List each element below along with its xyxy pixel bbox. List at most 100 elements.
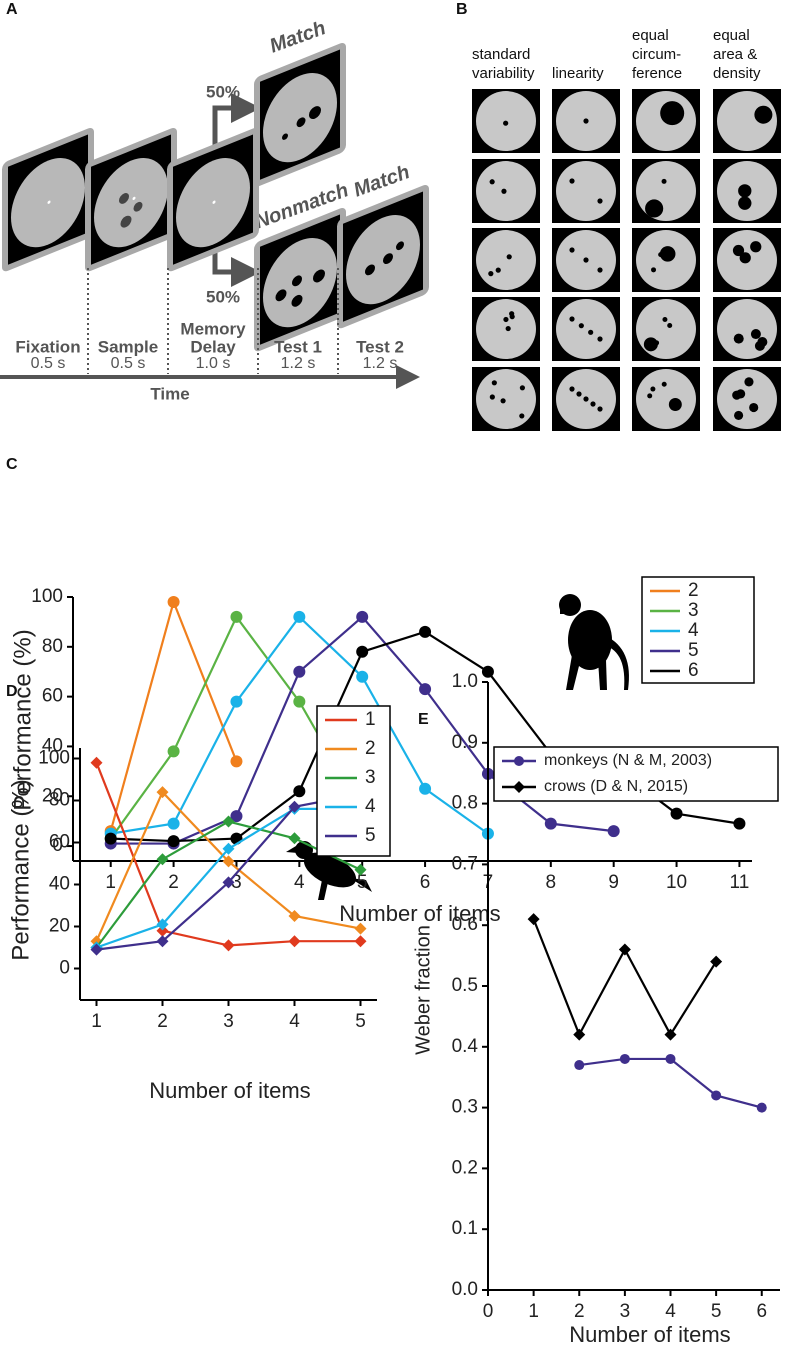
- panel-letter: C: [6, 456, 18, 473]
- circle-marker: [481, 665, 494, 678]
- stimulus-dot: [569, 386, 575, 392]
- legend-label: 5: [365, 825, 376, 846]
- probability: 50%: [206, 82, 240, 101]
- x-tick-label: 4: [289, 1011, 300, 1032]
- panel-b: B standard variability linearity equal circu…: [456, 1, 781, 431]
- stimulus-dot: [569, 178, 575, 184]
- legend-label: 2: [365, 738, 376, 759]
- time-label: Time: [150, 384, 189, 403]
- y-tick-label: 60: [49, 832, 70, 853]
- column-header: area &: [713, 46, 757, 63]
- screen: [2, 127, 94, 272]
- screen-dot: [365, 264, 375, 276]
- stimulus-dot: [645, 199, 664, 218]
- stimulus-disc: [717, 369, 777, 429]
- x-axis-label: Number of items: [569, 1322, 730, 1347]
- x-tick-label: 5: [357, 872, 368, 893]
- panel-letter: A: [6, 1, 18, 18]
- stimulus-dot: [660, 101, 685, 126]
- column-header: equal: [632, 27, 669, 44]
- circle-marker: [293, 665, 306, 678]
- circle-marker: [230, 755, 243, 768]
- stimulus-dot: [739, 252, 751, 264]
- circle-marker: [756, 1102, 767, 1113]
- circle-marker: [293, 785, 306, 798]
- screen-dot: [313, 269, 325, 283]
- circle-marker: [670, 807, 683, 820]
- column-header: ference: [632, 65, 682, 82]
- screen-dot: [132, 196, 136, 201]
- stimulus-dot: [732, 390, 742, 400]
- diamond-marker: [288, 800, 301, 813]
- monkey-silhouette: [559, 594, 630, 690]
- epoch-name: Memory: [180, 319, 246, 338]
- stimulus-dot: [583, 118, 589, 124]
- stimulus-dot: [749, 402, 759, 413]
- x-axis-label: Number of items: [339, 901, 500, 926]
- y-tick-label: 1.0: [452, 671, 478, 692]
- screen-dot: [275, 289, 287, 302]
- y-tick-label: 0: [59, 958, 70, 979]
- stimulus-dot: [732, 244, 745, 257]
- stimulus-dot: [668, 398, 682, 411]
- y-tick-label: 0.4: [452, 1036, 479, 1057]
- x-tick-label: 1: [528, 1301, 539, 1322]
- epoch-name: Test 2: [356, 337, 404, 356]
- circle-marker: [293, 695, 306, 708]
- circle-marker: [356, 670, 369, 683]
- series-line: [579, 1057, 763, 1109]
- series-line: [109, 598, 238, 832]
- column-header: equal: [713, 27, 750, 44]
- stimulus-dot: [661, 178, 667, 184]
- stimulus-dot: [597, 267, 603, 273]
- x-tick-label: 4: [665, 1301, 676, 1322]
- stimulus-dot: [505, 325, 511, 332]
- diamond-marker: [222, 939, 235, 952]
- y-tick-label: 0.9: [452, 732, 478, 753]
- y-tick-label: 0.3: [452, 1097, 478, 1118]
- circle-marker: [607, 825, 620, 838]
- screen-dot: [133, 201, 143, 212]
- column-header: density: [713, 65, 761, 82]
- y-tick-label: 60: [42, 686, 63, 707]
- screen-dot: [47, 200, 51, 204]
- y-tick-label: 0.1: [452, 1218, 478, 1239]
- diamond-marker: [354, 863, 367, 876]
- stimulus-disc: [476, 230, 536, 290]
- epoch-duration: 0.5 s: [111, 355, 146, 372]
- screen: [85, 127, 177, 272]
- legend-label: monkeys (N & M, 2003): [544, 752, 712, 769]
- diamond-marker: [573, 1028, 586, 1041]
- diamond-marker: [288, 832, 301, 845]
- diamond-marker: [513, 781, 525, 793]
- circle-marker: [167, 817, 180, 830]
- diamond-marker: [90, 943, 103, 956]
- stimulus-dot: [662, 316, 668, 322]
- stimulus-dot: [738, 196, 752, 210]
- stimulus-dot: [583, 257, 589, 263]
- diamond-marker: [527, 913, 540, 926]
- diamond-marker: [156, 935, 169, 948]
- stimulus-disc: [556, 161, 616, 221]
- diamond-marker: [90, 756, 103, 769]
- y-axis-label: Performance (%): [7, 779, 34, 960]
- screen-dot: [291, 294, 303, 307]
- y-tick-label: 0: [52, 835, 63, 856]
- y-tick-label: 40: [49, 874, 70, 895]
- stimulus-dot: [754, 105, 773, 124]
- circle-marker: [167, 835, 180, 848]
- stimulus-dot: [597, 406, 603, 412]
- epoch-name: Fixation: [15, 337, 80, 356]
- circle-marker: [419, 625, 432, 638]
- x-tick-label: 2: [168, 872, 179, 893]
- y-tick-label: 0.2: [452, 1157, 478, 1178]
- screen: [254, 42, 346, 187]
- x-tick-label: 8: [546, 872, 557, 893]
- circle-marker: [574, 1060, 585, 1071]
- screen-disc: [263, 73, 337, 163]
- epoch-duration: 0.5 s: [31, 355, 66, 372]
- screen-dot: [119, 193, 129, 204]
- x-tick-label: 4: [294, 872, 305, 893]
- y-tick-label: 0.7: [452, 853, 478, 874]
